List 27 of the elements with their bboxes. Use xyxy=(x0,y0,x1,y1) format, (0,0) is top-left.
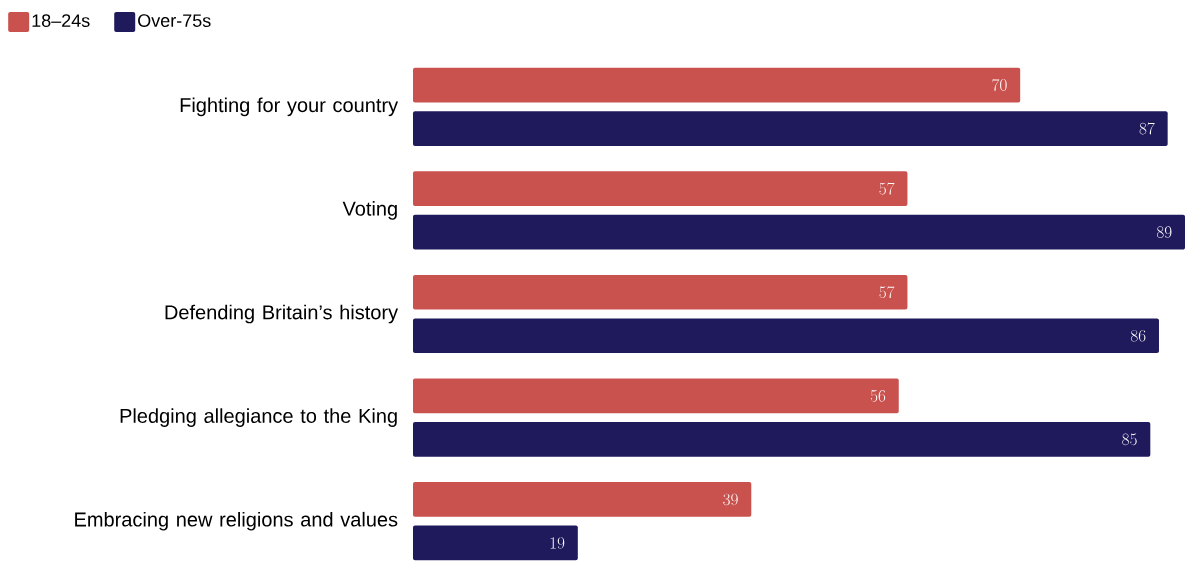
y-tick-label: Fighting for your country xyxy=(180,97,399,117)
data-label: 57 xyxy=(879,182,895,195)
bar xyxy=(413,525,578,561)
data-label: 70 xyxy=(992,78,1007,91)
legend-label: 18–24s xyxy=(32,14,90,27)
data-label: 57 xyxy=(879,286,895,299)
data-label: 86 xyxy=(1130,329,1146,342)
bar xyxy=(413,111,1168,146)
bar xyxy=(413,422,1151,457)
y-tick-label: Defending Britain’s history xyxy=(165,304,399,324)
bar xyxy=(413,171,908,206)
y-tick-label: Embracing new religions and values xyxy=(75,511,398,531)
y-tick-label: Voting xyxy=(342,201,397,220)
data-label: 87 xyxy=(1139,122,1155,135)
bar xyxy=(413,318,1159,354)
bar xyxy=(413,67,1021,103)
bar xyxy=(413,214,1185,250)
bar xyxy=(413,482,752,517)
data-label: 39 xyxy=(723,493,738,506)
legend-label: Over-75s xyxy=(138,14,211,27)
y-tick-label: Pledging allegiance to the King xyxy=(120,408,397,427)
data-label: 85 xyxy=(1122,433,1137,446)
data-label: 89 xyxy=(1156,226,1172,238)
data-label: 56 xyxy=(870,390,886,402)
data-label: 19 xyxy=(550,537,565,549)
bar xyxy=(413,274,908,310)
bar xyxy=(413,378,899,414)
